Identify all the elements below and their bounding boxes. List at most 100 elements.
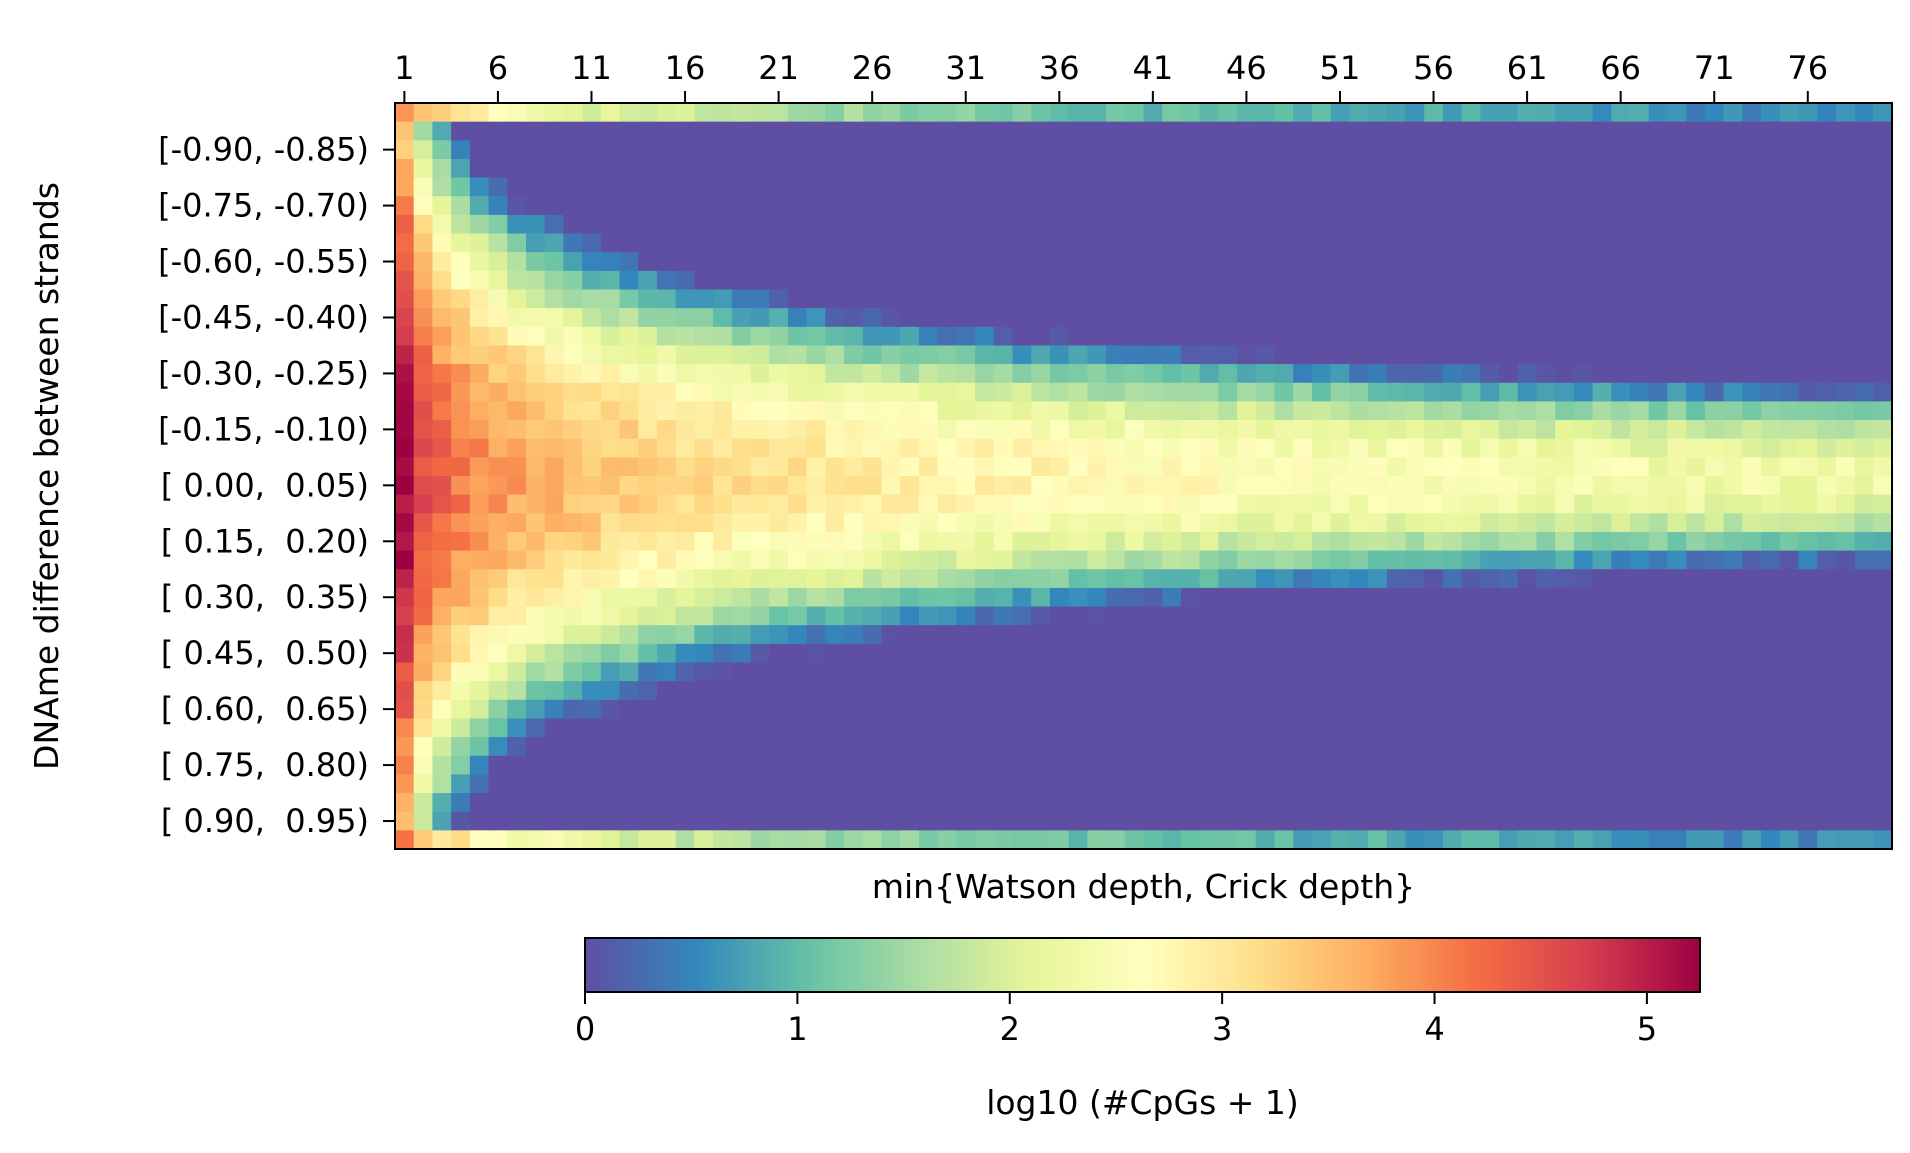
heatmap-cell	[1592, 811, 1612, 831]
heatmap-cell	[1405, 550, 1425, 570]
heatmap-cell	[395, 270, 415, 291]
heatmap-cell	[507, 177, 527, 197]
heatmap-cell	[975, 345, 995, 365]
heatmap-cell	[1386, 587, 1407, 608]
heatmap-cell	[1536, 662, 1556, 682]
heatmap-cell	[395, 420, 415, 440]
heatmap-cell	[1442, 830, 1463, 850]
heatmap-cell	[713, 718, 733, 738]
heatmap-cell	[1798, 513, 1818, 533]
heatmap-cell	[1854, 177, 1874, 197]
heatmap-cell	[507, 494, 527, 514]
heatmap-cell	[1761, 270, 1781, 291]
heatmap-cell	[413, 662, 434, 682]
heatmap-cell	[1611, 270, 1631, 291]
heatmap-cell	[1199, 420, 1219, 440]
heatmap-cell	[956, 476, 976, 496]
heatmap-cell	[582, 270, 602, 291]
heatmap-cell	[1798, 699, 1818, 720]
heatmap-cell	[975, 587, 995, 608]
heatmap-cell	[1087, 289, 1107, 309]
heatmap-cell	[1012, 364, 1032, 384]
heatmap-cell	[1742, 158, 1762, 179]
heatmap-cell	[1648, 513, 1669, 533]
heatmap-cell	[694, 289, 714, 309]
heatmap-cell	[1199, 476, 1219, 496]
heatmap-cell	[451, 270, 471, 291]
heatmap-cell	[993, 233, 1014, 253]
heatmap-cell	[1555, 587, 1575, 608]
heatmap-cell	[1536, 699, 1556, 720]
heatmap-cell	[1424, 550, 1444, 570]
heatmap-cell	[1480, 643, 1500, 664]
heatmap-cell	[1124, 830, 1145, 850]
heatmap-cell	[1555, 289, 1575, 309]
heatmap-cell	[1742, 587, 1762, 608]
heatmap-cell	[1723, 438, 1743, 458]
heatmap-cell	[1349, 345, 1369, 365]
heatmap-cell	[1704, 681, 1725, 701]
heatmap-cell	[881, 420, 901, 440]
heatmap-cell	[1667, 569, 1687, 589]
heatmap-cell	[451, 755, 471, 775]
heatmap-cell	[656, 569, 677, 589]
heatmap-cell	[675, 158, 695, 179]
heatmap-cell	[1386, 420, 1407, 440]
heatmap-cell	[750, 606, 770, 626]
heatmap-cell	[769, 252, 789, 272]
heatmap-cell	[1330, 364, 1350, 384]
heatmap-cell	[1648, 214, 1669, 235]
heatmap-cell	[1068, 699, 1088, 720]
heatmap-cell	[1817, 270, 1837, 291]
heatmap-cell	[1835, 233, 1856, 253]
heatmap-cell	[395, 140, 415, 160]
heatmap-cell	[1274, 793, 1294, 813]
heatmap-cell	[619, 606, 639, 626]
heatmap-cell	[787, 625, 808, 645]
heatmap-cell	[638, 364, 658, 384]
heatmap-cell	[675, 606, 695, 626]
heatmap-cell	[1742, 196, 1762, 216]
heatmap-cell	[432, 569, 452, 589]
heatmap-cell	[1049, 476, 1070, 496]
heatmap-cell	[1761, 625, 1781, 645]
heatmap-cell	[1742, 681, 1762, 701]
heatmap-cell	[1068, 177, 1088, 197]
heatmap-cell	[1854, 121, 1874, 141]
heatmap-cell	[507, 830, 527, 850]
heatmap-cell	[1031, 625, 1051, 645]
heatmap-cell	[1012, 438, 1032, 458]
heatmap-cell	[413, 364, 434, 384]
heatmap-cell	[750, 662, 770, 682]
heatmap-cell	[1798, 793, 1818, 813]
heatmap-cell	[1199, 438, 1219, 458]
heatmap-cell	[806, 121, 826, 141]
heatmap-cell	[844, 289, 864, 309]
heatmap-cell	[619, 140, 639, 160]
heatmap-cell	[451, 177, 471, 197]
heatmap-cell	[1761, 420, 1781, 440]
heatmap-cell	[1124, 531, 1145, 552]
heatmap-cell	[1311, 401, 1332, 421]
heatmap-cell	[1237, 177, 1257, 197]
heatmap-cell	[1311, 699, 1332, 720]
heatmap-cell	[1761, 587, 1781, 608]
heatmap-cell	[1742, 793, 1762, 813]
heatmap-cell	[1386, 121, 1407, 141]
heatmap-cell	[469, 587, 490, 608]
heatmap-cell	[638, 737, 658, 757]
heatmap-cell	[395, 177, 415, 197]
heatmap-cell	[769, 158, 789, 179]
heatmap-cell	[1536, 345, 1556, 365]
heatmap-cell	[1555, 811, 1575, 831]
heatmap-cell	[1031, 531, 1051, 552]
heatmap-cell	[432, 643, 452, 664]
heatmap-cell	[563, 270, 583, 291]
heatmap-cell	[507, 755, 527, 775]
heatmap-cell	[600, 681, 621, 701]
heatmap-cell	[413, 177, 434, 197]
heatmap-cell	[1873, 587, 1893, 608]
heatmap-cell	[1761, 196, 1781, 216]
heatmap-cell	[769, 233, 789, 253]
y-tick-label: [ 0.90, 0.95)	[161, 802, 369, 840]
